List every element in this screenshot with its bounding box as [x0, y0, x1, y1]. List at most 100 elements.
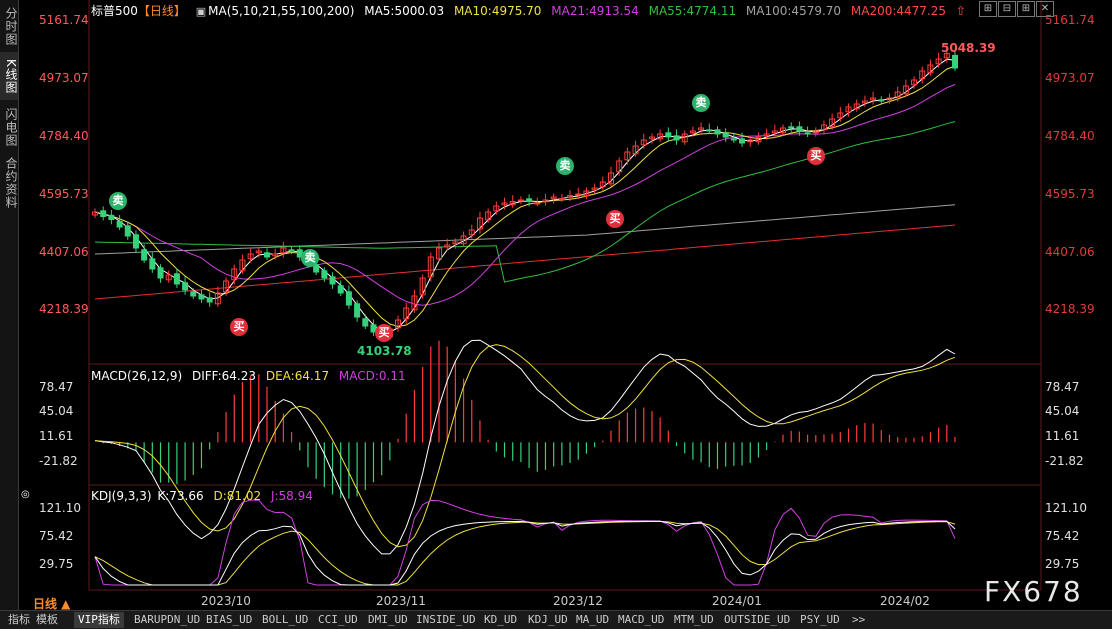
- axis-label: 11.61: [1045, 429, 1080, 443]
- candle-body: [911, 79, 918, 86]
- left-vertical-tabbar: 分时图 K线图 闪电图 合约资料: [0, 0, 19, 610]
- sell-signal-marker[interactable]: 卖: [109, 192, 127, 210]
- candle-body: [763, 133, 770, 137]
- candle-body: [444, 244, 451, 248]
- buy-signal-marker[interactable]: 买: [375, 324, 393, 342]
- chart-area: 标普500【日线】 ▣ MA(5,10,21,55,100,200) MA5:50…: [19, 0, 1112, 611]
- tab-contract-info[interactable]: 合约资料: [4, 157, 18, 209]
- sell-signal-marker[interactable]: 卖: [556, 157, 574, 175]
- candle-body: [845, 106, 852, 113]
- axis-label: 4595.73: [1045, 187, 1095, 201]
- candle-body: [739, 138, 746, 144]
- candle-body: [182, 282, 189, 291]
- bottom-tab-bias-ud[interactable]: BIAS_UD: [206, 613, 253, 626]
- axis-label: 5161.74: [1045, 13, 1095, 27]
- ma-title: MA(5,10,21,55,100,200): [208, 4, 355, 18]
- candle-body: [427, 256, 434, 278]
- bottom-tab-ma-ud[interactable]: MA_UD: [576, 613, 610, 626]
- bottom-tab-cci-ud[interactable]: CCI_UD: [318, 613, 358, 626]
- candle-body: [411, 295, 418, 311]
- zoom-out-icon[interactable]: ⊟: [998, 1, 1016, 17]
- candle-body: [730, 138, 737, 141]
- arrow-up-icon: ⇧: [955, 4, 966, 18]
- kdj-j: J:58.94: [270, 489, 313, 503]
- axis-label: 29.75: [1045, 557, 1080, 571]
- axis-label: 121.10: [39, 501, 81, 515]
- candle-body: [116, 220, 123, 228]
- x-axis-label: 2023/12: [553, 594, 603, 608]
- bottom-tab-barupdn-ud[interactable]: BARUPDN_UD: [134, 613, 201, 626]
- candle-body: [919, 70, 926, 80]
- chart-settings-icon[interactable]: ▣: [195, 5, 207, 18]
- buy-signal-marker[interactable]: 买: [807, 147, 825, 165]
- period-selector-button[interactable]: 日线 ▲: [33, 597, 71, 611]
- sell-signal-marker[interactable]: 卖: [301, 249, 319, 267]
- candle-body: [648, 136, 655, 140]
- macd-title: MACD(26,12,9): [91, 369, 183, 383]
- bottom-tab-mtm-ud[interactable]: MTM_UD: [674, 613, 714, 626]
- buy-signal-marker[interactable]: 买: [606, 210, 624, 228]
- bottom-tab-inside-ud[interactable]: INSIDE_UD: [416, 613, 476, 626]
- zoom-in-icon[interactable]: ⊞: [1017, 1, 1035, 17]
- sell-signal-marker[interactable]: 卖: [692, 94, 710, 112]
- bottom-tab-dmi-ud[interactable]: DMI_UD: [368, 613, 408, 626]
- bottom-tab-psy-ud[interactable]: PSY_UD: [800, 613, 840, 626]
- candle-body: [820, 124, 827, 131]
- candle-body: [632, 145, 639, 155]
- candle-body: [886, 97, 893, 101]
- bottom-tab-outside-ud[interactable]: OUTSIDE_UD: [724, 613, 791, 626]
- tab-timeshare[interactable]: 分时图: [4, 6, 18, 46]
- buy-signal-marker[interactable]: 买: [230, 318, 248, 336]
- ma21-line: [94, 84, 956, 306]
- candle-body: [722, 132, 729, 138]
- axis-label: 4784.40: [1045, 129, 1095, 143]
- candle-body: [935, 58, 942, 65]
- bottom-tab--[interactable]: >>: [852, 613, 866, 626]
- candle-body: [583, 190, 590, 197]
- candle-body: [927, 64, 934, 74]
- candle-body: [493, 205, 500, 212]
- bottom-tab--[interactable]: 指标: [8, 613, 30, 626]
- candle-body: [689, 130, 696, 134]
- candle-body: [321, 270, 328, 279]
- axis-label: 121.10: [1045, 501, 1087, 515]
- chart-canvas[interactable]: [19, 0, 1112, 610]
- bottom-tab-vip-[interactable]: VIP指标: [74, 612, 124, 628]
- candle-body: [460, 235, 467, 245]
- tab-kline[interactable]: K线图: [0, 52, 18, 100]
- candle-body: [485, 211, 492, 221]
- candle-body: [558, 198, 565, 200]
- macd-dea: DEA:64.17: [265, 369, 330, 383]
- close-panel-icon[interactable]: ✕: [1036, 1, 1054, 17]
- bottom-tab-kd-ud[interactable]: KD_UD: [484, 613, 518, 626]
- candle-body: [599, 181, 606, 188]
- candle-body: [542, 199, 549, 203]
- ma100-value: MA100:4579.70: [745, 4, 842, 18]
- bottom-tab-boll-ud[interactable]: BOLL_UD: [262, 613, 309, 626]
- axis-label: 5161.74: [39, 13, 89, 27]
- candle-body: [419, 277, 426, 296]
- indicator-tabbar: 指标 模板 VIP指标 BARUPDN_UD BIAS_UD BOLL_UD CCI_UD D…: [0, 610, 1112, 629]
- candle-body: [255, 250, 262, 254]
- low-price-label: 4103.78: [357, 344, 412, 358]
- bottom-tab--[interactable]: 模板: [36, 613, 58, 626]
- ma21-value: MA21:4913.54: [551, 4, 639, 18]
- kdj-d: D:81.02: [213, 489, 262, 503]
- kdj-settings-icon[interactable]: ◎: [21, 489, 30, 500]
- candle-body: [567, 195, 574, 198]
- tab-lightning[interactable]: 闪电图: [4, 107, 18, 147]
- axis-label: 75.42: [39, 529, 74, 543]
- candle-body: [640, 139, 647, 146]
- candle-body: [616, 160, 623, 173]
- crosshair-icon[interactable]: ⊞: [979, 1, 997, 17]
- x-axis-label: 2024/01: [712, 594, 762, 608]
- candle-body: [100, 210, 107, 218]
- axis-label: -21.82: [1045, 454, 1084, 468]
- bottom-tab-macd-ud[interactable]: MACD_UD: [618, 613, 665, 626]
- candle-body: [509, 201, 516, 206]
- axis-label: 11.61: [39, 429, 74, 443]
- axis-label: 4218.39: [39, 302, 89, 316]
- bottom-tab-kdj-ud[interactable]: KDJ_UD: [528, 613, 568, 626]
- candle-body: [288, 249, 295, 252]
- kdj-title: KDJ(9,3,3): [91, 489, 152, 503]
